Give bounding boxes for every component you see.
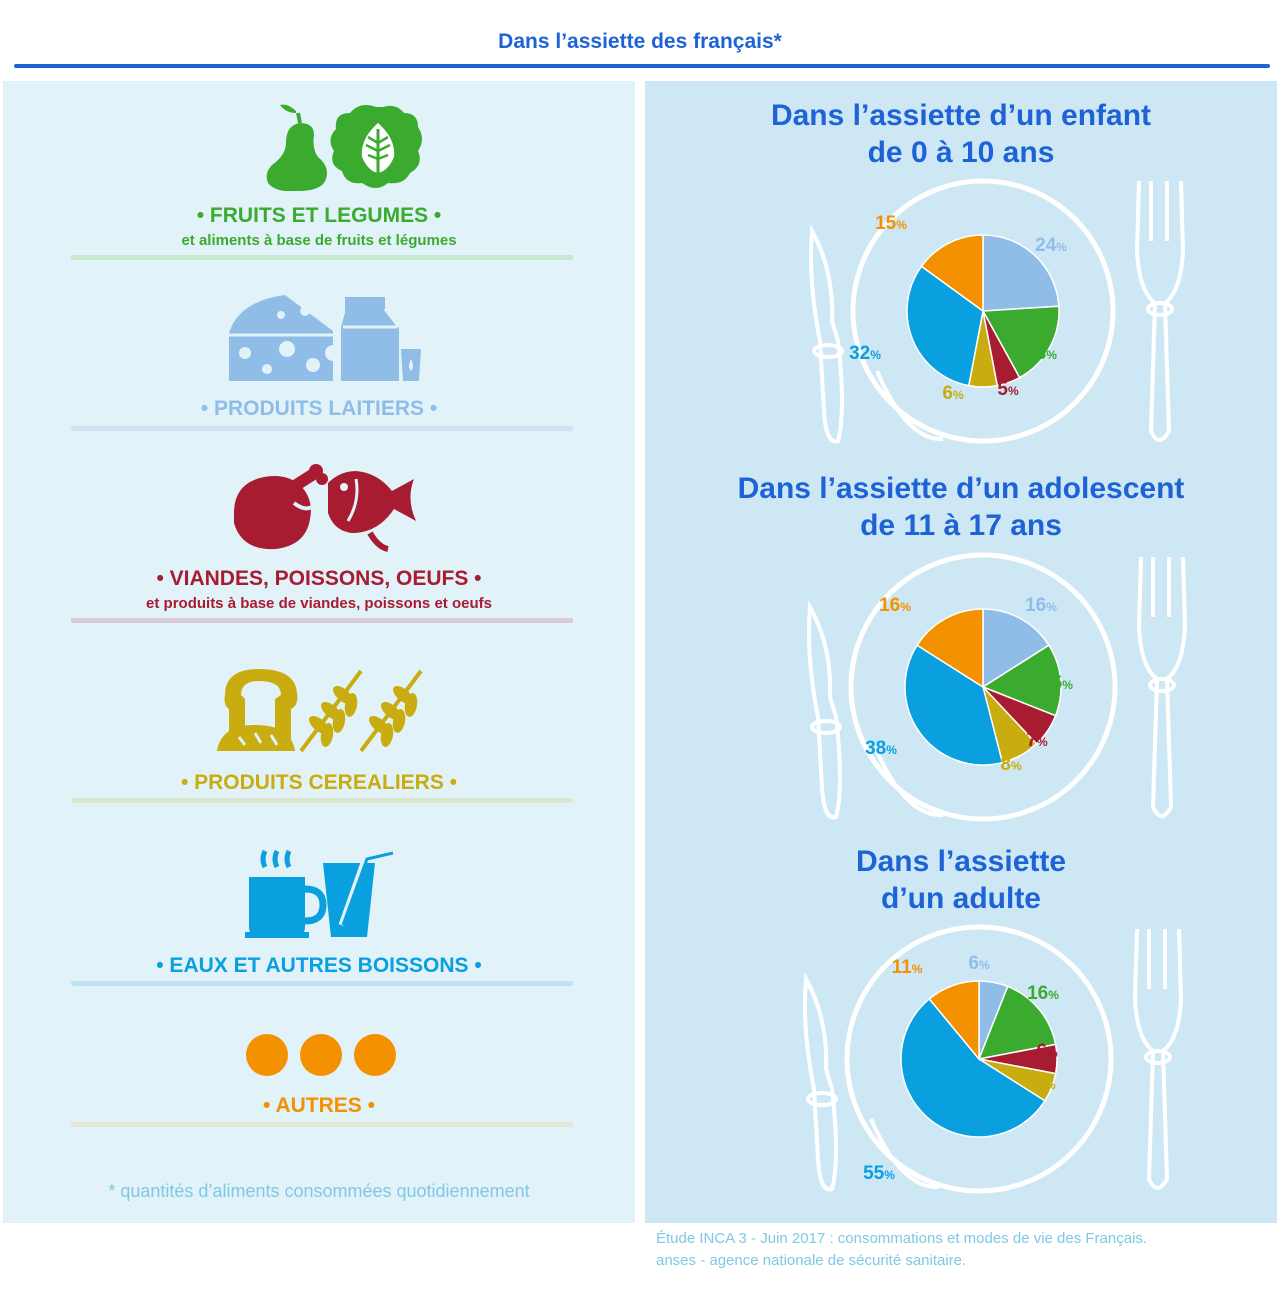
- cup-glass-icon: [245, 848, 394, 938]
- data-label-laitiers: 24%: [1035, 235, 1067, 256]
- pie-slice-autres: [928, 980, 980, 1062]
- data-label-autres: 11%: [892, 957, 923, 978]
- pie-slice-fruits: [981, 305, 1060, 379]
- category-rule-viandes: [71, 618, 573, 623]
- source-line-2: anses - agence nationale de sécurité san…: [656, 1252, 967, 1269]
- category-rule-laitiers: [71, 426, 573, 431]
- category-title-viandes: • VIANDES, POISSONS, OEUFS •: [156, 567, 482, 590]
- pie-slice-fruits: [981, 644, 1062, 717]
- chart-title-adolescent: Dans l’assiette d’un adolescent de 11 à 1…: [737, 472, 1185, 542]
- category-subtitle-viandes: et produits à base de viandes, poissons …: [146, 595, 492, 612]
- data-label-boissons: 32%: [849, 343, 881, 364]
- fork-tines: [1147, 929, 1167, 989]
- knife-bolster: [810, 719, 842, 735]
- fork-bolster: [1148, 677, 1176, 693]
- plate-rim: [850, 178, 1116, 444]
- knife-bolster: [806, 1091, 838, 1107]
- pie-slice-boissons: [900, 997, 1046, 1138]
- pie-chart-adolescent: 16% 15% 7%8% 38% 16%: [807, 552, 1188, 822]
- data-label-fruits: 15%: [1041, 673, 1073, 694]
- data-label-cereales: 6%: [1034, 1073, 1056, 1094]
- pear-lettuce-icon: [266, 104, 422, 191]
- data-label-fruits: 16%: [1027, 983, 1059, 1004]
- plate-rim: [844, 924, 1114, 1194]
- category-title-fruits: • FRUITS ET LEGUMES •: [196, 204, 442, 227]
- fork-icon: [1136, 556, 1188, 818]
- pie-slice-fruits: [977, 985, 1057, 1060]
- category-title-boissons: • EAUX ET AUTRES BOISSONS •: [156, 954, 482, 977]
- plate-rim: [848, 552, 1118, 822]
- fork-bolster: [1146, 301, 1174, 317]
- data-label-laitiers: 16%: [1025, 595, 1057, 616]
- category-rule-boissons: [71, 981, 573, 986]
- pie-slice-laitiers: [982, 234, 1060, 312]
- category-title-laitiers: • PRODUITS LAITIERS •: [200, 397, 438, 420]
- data-label-viandes: 7%: [1026, 730, 1048, 751]
- pie-slice-autres: [920, 234, 984, 313]
- pie-chart-adulte: 6% 16% 6% 6% 55% 11%: [803, 924, 1184, 1194]
- fork-tines: [1149, 181, 1169, 241]
- data-label-viandes: 5%: [997, 379, 1019, 400]
- header-divider: [14, 64, 1270, 68]
- data-label-boissons: 38%: [865, 738, 897, 759]
- data-label-boissons: 55%: [863, 1163, 895, 1184]
- fork-icon: [1134, 180, 1186, 442]
- plate-shine: [869, 1118, 940, 1190]
- category-title-cereales: • PRODUITS CEREALIERS •: [180, 771, 458, 794]
- fork-icon: [1132, 928, 1184, 1190]
- legend-panel: • FRUITS ET LEGUMES • et aliments à base…: [3, 81, 635, 1223]
- pie-slice-boissons: [906, 265, 984, 387]
- category-title-autres: • AUTRES •: [263, 1094, 375, 1117]
- category-rule-fruits: [71, 255, 573, 260]
- data-label-cereales: 8%: [1000, 754, 1022, 775]
- source-line-1: Étude INCA 3 - Juin 2017 : consommations…: [656, 1230, 1148, 1247]
- data-label-cereales: 6%: [942, 383, 964, 404]
- bread-wheat-icon: [217, 669, 423, 753]
- category-rule-cereales: [71, 798, 573, 803]
- dots-icon: [246, 1034, 396, 1076]
- knife-icon: [807, 600, 842, 820]
- plate-shine: [873, 746, 944, 818]
- data-label-autres: 15%: [875, 213, 907, 234]
- pie-slice-autres: [916, 608, 984, 689]
- knife-bolster: [812, 343, 844, 359]
- knife-icon: [809, 224, 844, 444]
- cheese-milk-icon: [229, 295, 421, 381]
- data-label-fruits: 18%: [1025, 343, 1057, 364]
- data-label-laitiers: 6%: [968, 953, 990, 974]
- plate-shine: [875, 370, 944, 442]
- data-label-autres: 16%: [879, 595, 911, 616]
- chart-title-enfant: Dans l’assiette d’un enfant de 0 à 10 ans: [770, 99, 1152, 169]
- charts-panel: Dans l’assiette d’un enfant de 0 à 10 ans…: [645, 81, 1277, 1223]
- pie-slice-laitiers: [982, 608, 1050, 689]
- footnote: * quantités d’aliments consommées quotid…: [108, 1181, 530, 1201]
- pie-chart-enfant: 24% 18% 5% 6% 32% 15%: [809, 178, 1186, 444]
- knife-icon: [803, 972, 838, 1192]
- source-note: Étude INCA 3 - Juin 2017 : consommations…: [656, 1228, 1147, 1272]
- category-rule-autres: [71, 1122, 573, 1127]
- pie-slice-boissons: [904, 644, 1004, 766]
- data-label-viandes: 6%: [1036, 1041, 1058, 1062]
- category-subtitle-fruits: et aliments à base de fruits et légumes: [181, 232, 457, 249]
- page-title: Dans l’assiette des français*: [498, 30, 782, 53]
- chart-title-adulte: Dans l’assiette d’un adulte: [855, 845, 1067, 915]
- fork-bolster: [1144, 1049, 1172, 1065]
- chicken-fish-icon: [234, 464, 416, 552]
- fork-tines: [1151, 557, 1171, 617]
